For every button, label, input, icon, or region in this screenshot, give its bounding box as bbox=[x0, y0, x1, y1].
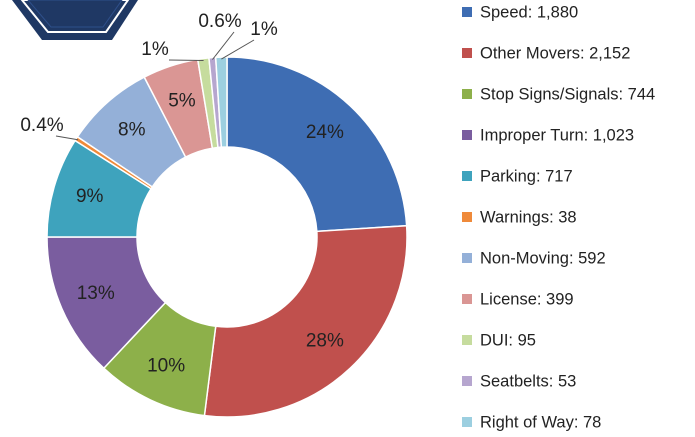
legend-label: Seatbelts: 53 bbox=[480, 372, 576, 390]
legend-label: Right of Way: 78 bbox=[480, 413, 601, 431]
legend-label: Speed: 1,880 bbox=[480, 3, 578, 21]
legend-swatch bbox=[462, 130, 472, 140]
legend-swatch bbox=[462, 89, 472, 99]
legend-label: Stop Signs/Signals: 744 bbox=[480, 85, 655, 103]
data-label: 28% bbox=[306, 330, 344, 351]
legend-label: Improper Turn: 1,023 bbox=[480, 126, 634, 144]
legend-swatch bbox=[462, 48, 472, 58]
legend-swatch bbox=[462, 294, 472, 304]
legend-swatch bbox=[462, 417, 472, 427]
legend-swatch bbox=[462, 376, 472, 386]
data-label: 9% bbox=[76, 186, 104, 207]
legend-label: Non-Moving: 592 bbox=[480, 249, 606, 267]
legend-label: DUI: 95 bbox=[480, 331, 536, 349]
data-label: 1% bbox=[250, 19, 278, 40]
leader-line bbox=[221, 39, 255, 60]
data-label: 5% bbox=[168, 90, 196, 111]
slice bbox=[203, 224, 408, 418]
legend-swatch bbox=[462, 335, 472, 345]
legend-label: License: 399 bbox=[480, 290, 574, 308]
legend-label: Warnings: 38 bbox=[480, 208, 577, 226]
leader-line bbox=[212, 31, 235, 60]
data-label: 10% bbox=[147, 355, 185, 376]
legend-label: Parking: 717 bbox=[480, 167, 573, 185]
data-label: 0.6% bbox=[198, 11, 241, 32]
slice bbox=[214, 56, 228, 148]
leader-line bbox=[168, 59, 204, 62]
legend-swatch bbox=[462, 253, 472, 263]
leader-line bbox=[55, 135, 79, 141]
data-label: 0.4% bbox=[20, 115, 63, 136]
logo bbox=[12, 0, 138, 40]
legend-swatch bbox=[462, 171, 472, 181]
legend-label: Other Movers: 2,152 bbox=[480, 44, 630, 62]
legend-swatch bbox=[462, 7, 472, 17]
data-label: 24% bbox=[306, 122, 344, 143]
data-label: 13% bbox=[77, 283, 115, 304]
legend-swatch bbox=[462, 212, 472, 222]
data-label: 1% bbox=[141, 39, 169, 60]
slice bbox=[226, 56, 408, 233]
data-label: 8% bbox=[118, 119, 146, 140]
